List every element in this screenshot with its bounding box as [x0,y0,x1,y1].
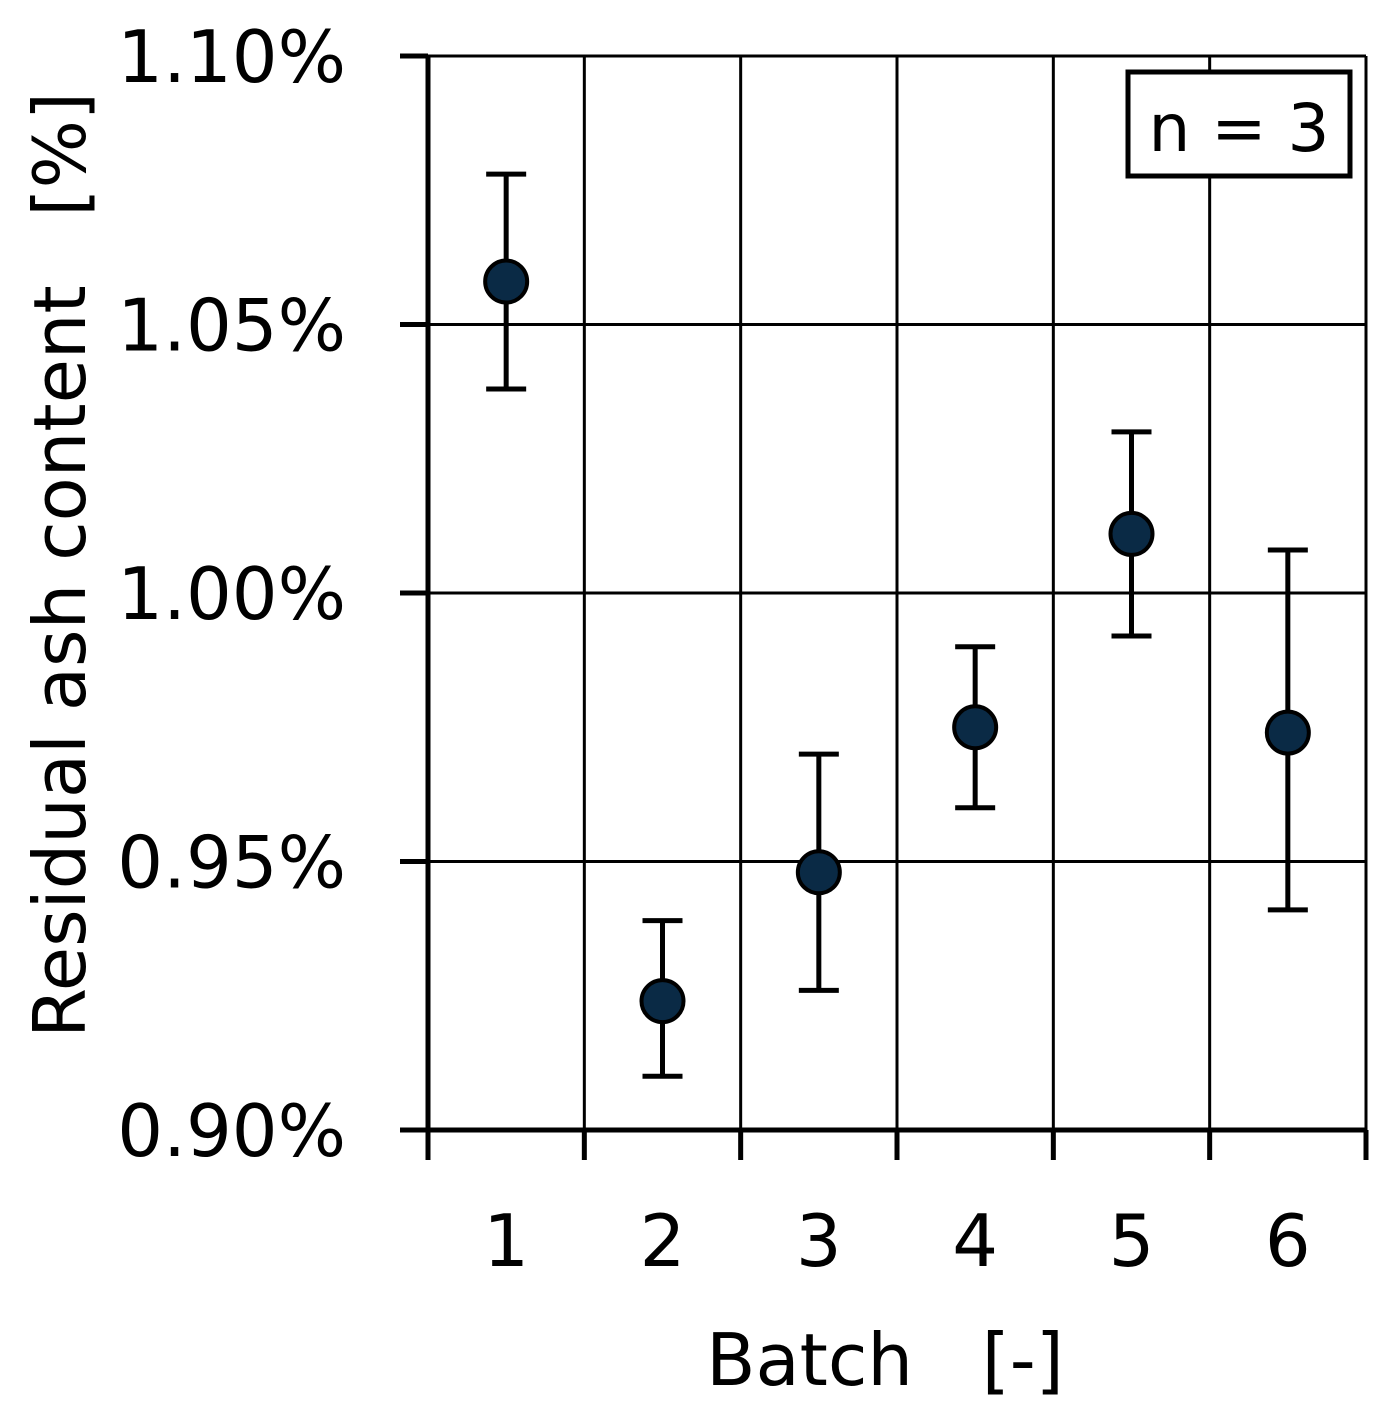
data-point [795,849,842,896]
data-points [483,258,1311,1025]
data-point [639,978,686,1025]
y-tick-label: 1.00% [117,552,346,636]
legend-box: n = 3 [1125,69,1353,179]
y-tick-label: 1.10% [117,15,346,99]
grid [426,54,1368,1132]
data-point [1264,709,1311,756]
axes [400,53,1369,1160]
x-axis-title: Batch [-] [706,1318,1064,1402]
data-point [952,704,999,751]
y-tick-labels: 0.90% 0.95% 1.00% 1.05% 1.10% [117,15,346,1173]
y-tick-label: 0.90% [117,1089,346,1173]
data-point [483,258,530,305]
x-tick-label: 4 [952,1199,998,1283]
y-tick-label: 0.95% [117,821,346,905]
y-tick-label: 1.05% [117,284,346,368]
x-tick-label: 5 [1109,1199,1155,1283]
x-tick-labels: 1 2 3 4 5 6 [483,1199,1310,1283]
data-point [1108,510,1155,557]
y-axis-title: Residual ash content [%] [18,92,102,1038]
x-tick-label: 3 [796,1199,842,1283]
x-tick-label: 2 [640,1199,686,1283]
sample-count-label: n = 3 [1148,90,1329,167]
x-tick-label: 6 [1265,1199,1311,1283]
x-tick-label: 1 [483,1199,529,1283]
